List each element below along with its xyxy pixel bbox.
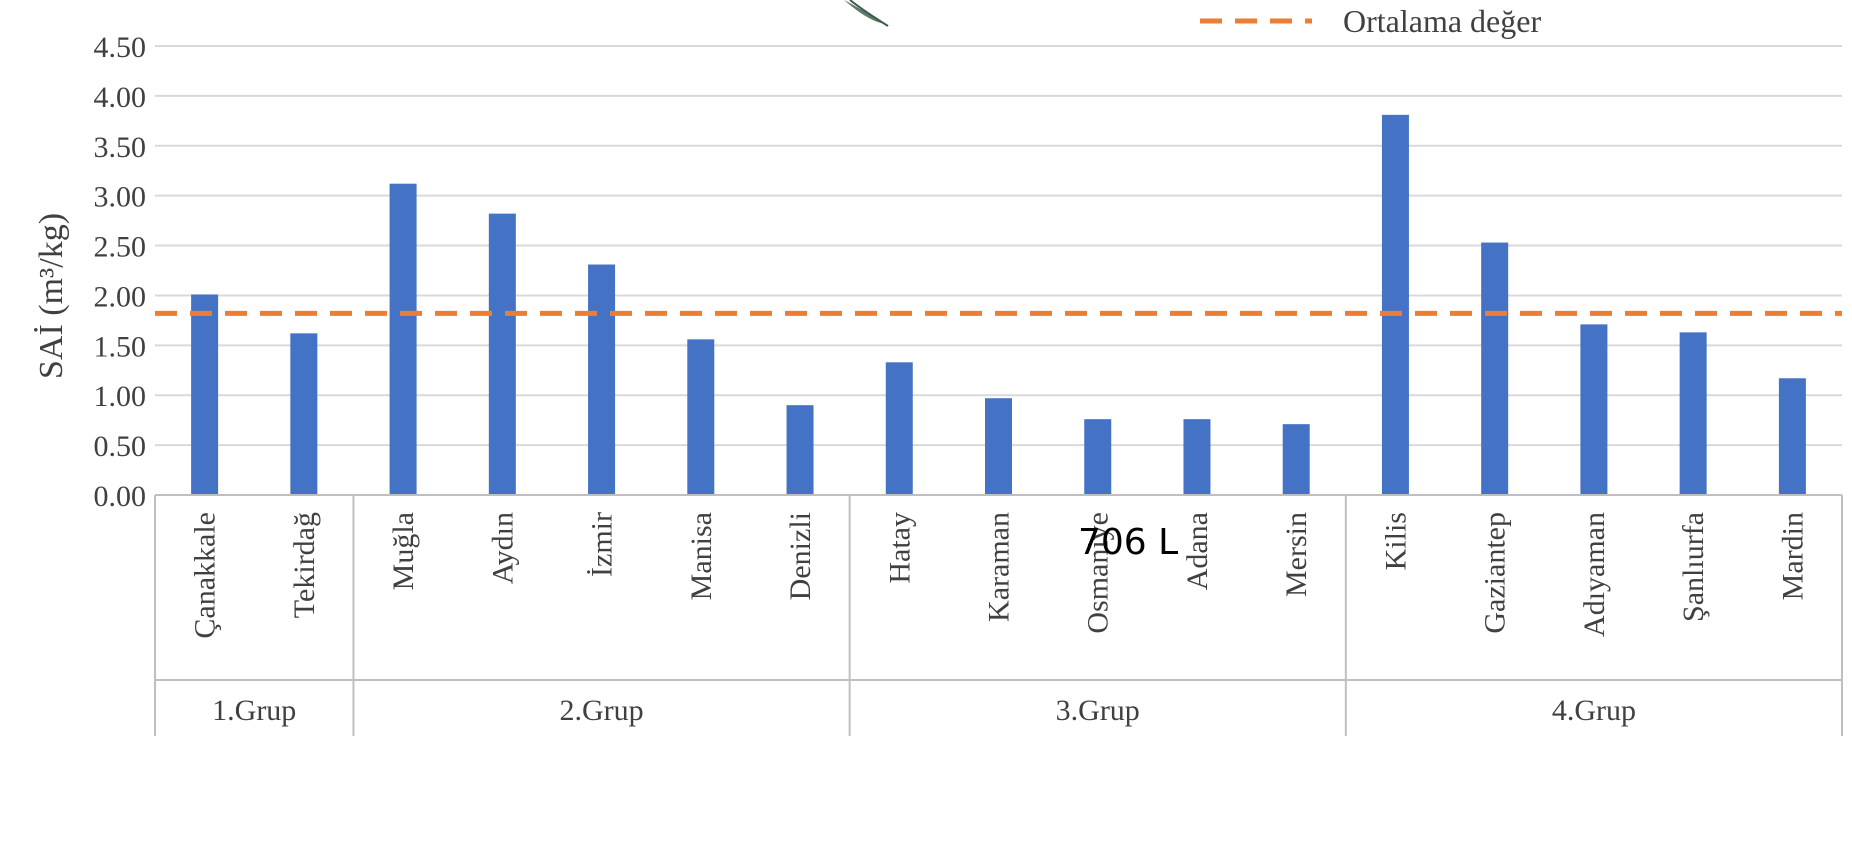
bar-3 (488, 213, 516, 496)
x-tick-label: Osmaniye (1082, 512, 1115, 634)
group-label: 1.Grup (212, 694, 296, 727)
y-tick-label: 1.50 (94, 330, 147, 363)
x-tick-label: Çanakkale (189, 512, 222, 639)
overlay-text: 706 L (1078, 522, 1179, 563)
x-tick-label: Tekirdağ (288, 512, 321, 618)
group-label: 3.Grup (1056, 694, 1140, 727)
y-tick-label: 4.00 (94, 81, 147, 114)
bar-8 (985, 398, 1012, 495)
x-axis: Çanakkale Tekirdağ Muğla Aydın İzmir Manisa De… (154, 494, 1843, 736)
group-label: 2.Grup (559, 694, 643, 727)
group-label: 4.Grup (1552, 694, 1636, 727)
x-tick-label: Adana (1181, 512, 1214, 590)
bar-10 (1183, 419, 1211, 495)
legend-label: Ortalama değer (1343, 3, 1541, 39)
x-tick-label: Hatay (883, 512, 916, 584)
y-axis-label: SAİ (m³/kg) (33, 213, 70, 379)
y-tick-label: 3.50 (94, 131, 147, 164)
x-tick-label: Mersin (1280, 512, 1313, 597)
bar-2 (389, 183, 417, 495)
x-tick-label: Denizli (784, 512, 817, 600)
x-tick-label: Gaziantep (1479, 512, 1512, 634)
y-tick-label: 4.50 (94, 31, 147, 64)
bars (191, 114, 1806, 496)
bar-6 (786, 405, 814, 495)
x-tick-label: Aydın (486, 512, 519, 584)
bar-13 (1481, 242, 1509, 495)
leaf-icon (844, 0, 889, 27)
legend: Ortalama değer (1200, 3, 1541, 39)
y-tick-label: 2.00 (94, 280, 147, 313)
y-tick-labels: 0.00 0.50 1.00 1.50 2.00 2.50 3.00 3.50 4.00 4.50 (94, 31, 147, 513)
x-tick-label: Manisa (685, 512, 718, 600)
bar-5 (687, 339, 715, 495)
x-tick-label: Şanlıurfa (1677, 512, 1710, 622)
y-tick-label: 1.00 (94, 380, 147, 413)
bar-11 (1282, 424, 1310, 495)
y-tick-label: 0.50 (94, 430, 147, 463)
x-tick-label: Muğla (387, 512, 420, 590)
bar-12 (1381, 114, 1409, 495)
x-tick-label: Karaman (983, 512, 1016, 622)
x-tick-label: Adıyaman (1578, 512, 1611, 637)
bar-16 (1778, 378, 1806, 495)
bar-14 (1580, 324, 1608, 495)
bar-15 (1679, 332, 1707, 495)
bar-1 (290, 333, 318, 495)
y-tick-label: 0.00 (94, 480, 147, 513)
bar-7 (885, 362, 913, 495)
y-tick-label: 2.50 (94, 231, 147, 264)
x-tick-label: Kilis (1379, 512, 1412, 570)
bar-9 (1084, 419, 1112, 495)
bar-4 (588, 264, 616, 495)
gridlines (155, 45, 1842, 496)
y-tick-label: 3.00 (94, 181, 147, 214)
x-tick-label: İzmir (586, 512, 619, 577)
x-tick-label: Mardin (1776, 512, 1809, 600)
bar-0 (191, 294, 219, 495)
